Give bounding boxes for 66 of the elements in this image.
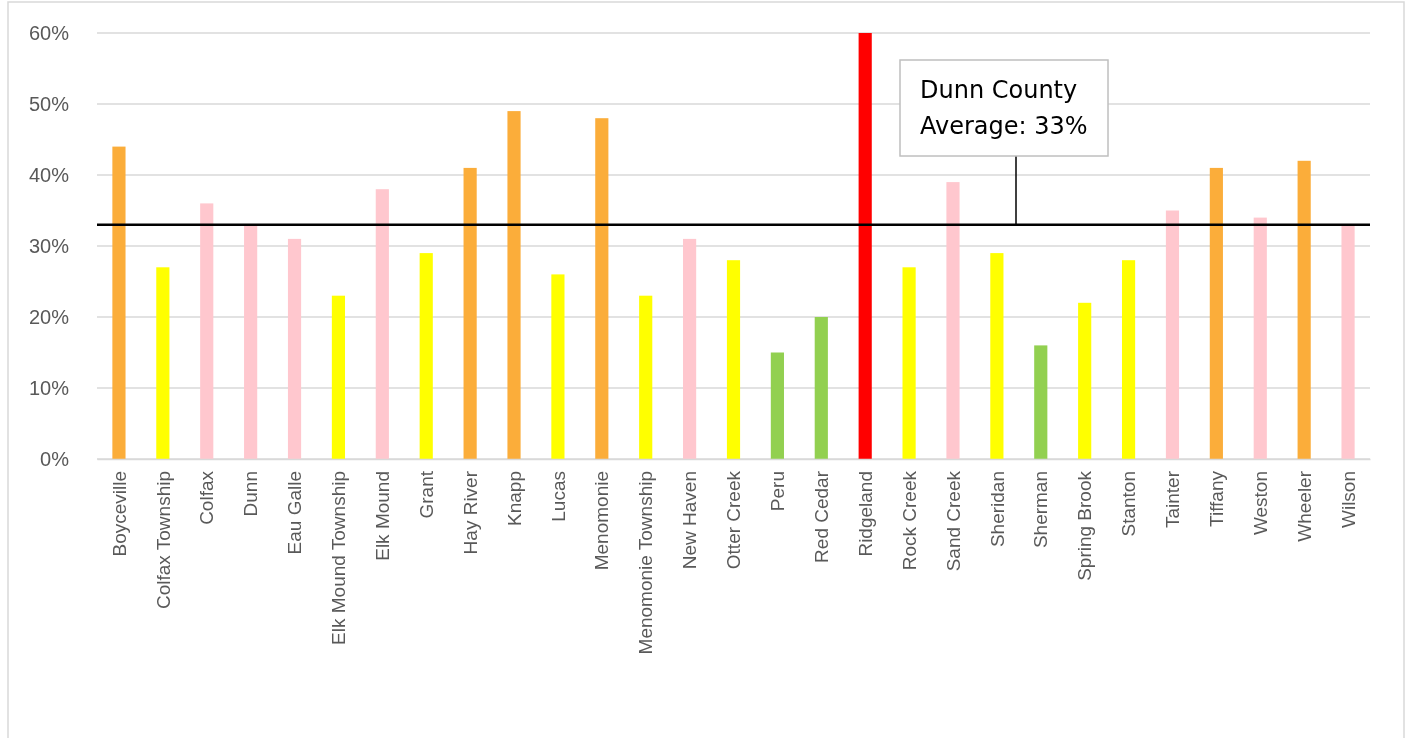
x-tick-label: Sheridan: [986, 471, 1008, 548]
x-tick-label: Red Cedar: [810, 470, 832, 563]
bar: [551, 274, 565, 459]
y-tick-label: 60%: [28, 21, 70, 44]
bar: [858, 33, 872, 459]
bar: [419, 253, 433, 459]
x-tick-label: Wheeler: [1293, 470, 1315, 542]
bar: [1297, 160, 1311, 459]
x-tick-label: Elk Mound Township: [328, 471, 350, 645]
bar: [507, 111, 521, 459]
x-tick-label: Knapp: [503, 471, 525, 526]
x-tick-label: Tiffany: [1206, 470, 1228, 527]
bar: [287, 238, 302, 459]
bar: [683, 238, 697, 459]
x-tick-label: Sand Creek: [942, 470, 964, 572]
bar: [726, 260, 741, 459]
x-tick-label: Stanton: [1118, 471, 1140, 537]
y-tick-label: 30%: [28, 234, 70, 257]
bar: [814, 317, 828, 459]
x-tick-label: Grant: [415, 470, 437, 519]
x-tick-label: Lucas: [547, 471, 569, 522]
x-tick-label: Weston: [1249, 471, 1271, 536]
x-tick-label: Menomonie Township: [635, 471, 657, 655]
bar: [1034, 345, 1048, 459]
bar: [990, 253, 1004, 459]
bar: [902, 267, 916, 459]
x-tick-label: Boyceville: [108, 471, 130, 557]
bar: [770, 352, 784, 459]
bar: [331, 295, 346, 459]
x-tick-label: Colfax Township: [152, 471, 174, 610]
x-tick-label: Peru: [767, 471, 789, 512]
bar: [1121, 260, 1136, 459]
bar: [200, 203, 214, 459]
y-tick-label: 20%: [28, 305, 70, 328]
y-tick-label: 50%: [28, 92, 70, 115]
x-tick-label: Sherman: [1030, 471, 1052, 549]
bar: [1341, 224, 1355, 459]
bar: [946, 182, 960, 459]
x-tick-label: Tainter: [1162, 470, 1184, 529]
bar: [1078, 302, 1092, 459]
x-tick-label: Otter Creek: [723, 470, 745, 570]
x-tick-label: Dunn: [240, 471, 262, 517]
bar: [1253, 217, 1267, 459]
ref-line-label: Dunn County Average: 33%: [920, 76, 1088, 140]
bar: [1165, 210, 1180, 459]
bar: [375, 189, 389, 459]
x-tick-label: Ridgeland: [854, 471, 876, 557]
bar: [156, 267, 170, 459]
bar: [1209, 167, 1223, 459]
y-tick-label: 40%: [28, 163, 70, 186]
x-tick-label: Menomonie: [591, 471, 613, 571]
bar: [463, 167, 477, 459]
x-tick-label: Elk Mound: [371, 471, 393, 561]
x-tick-label: Spring Brook: [1074, 470, 1096, 581]
x-tick-label: New Haven: [679, 471, 701, 570]
bar: [595, 118, 609, 459]
bar: [112, 146, 126, 459]
bar: [639, 295, 653, 459]
x-tick-label: Eau Galle: [284, 471, 306, 555]
x-tick-label: Rock Creek: [898, 470, 920, 571]
x-tick-label: Wilson: [1337, 471, 1359, 529]
bar: [244, 224, 258, 459]
x-tick-label: Hay River: [459, 470, 481, 555]
y-tick-label: 0%: [40, 447, 70, 470]
x-tick-label: Colfax: [196, 470, 218, 525]
y-tick-label: 10%: [28, 376, 70, 399]
